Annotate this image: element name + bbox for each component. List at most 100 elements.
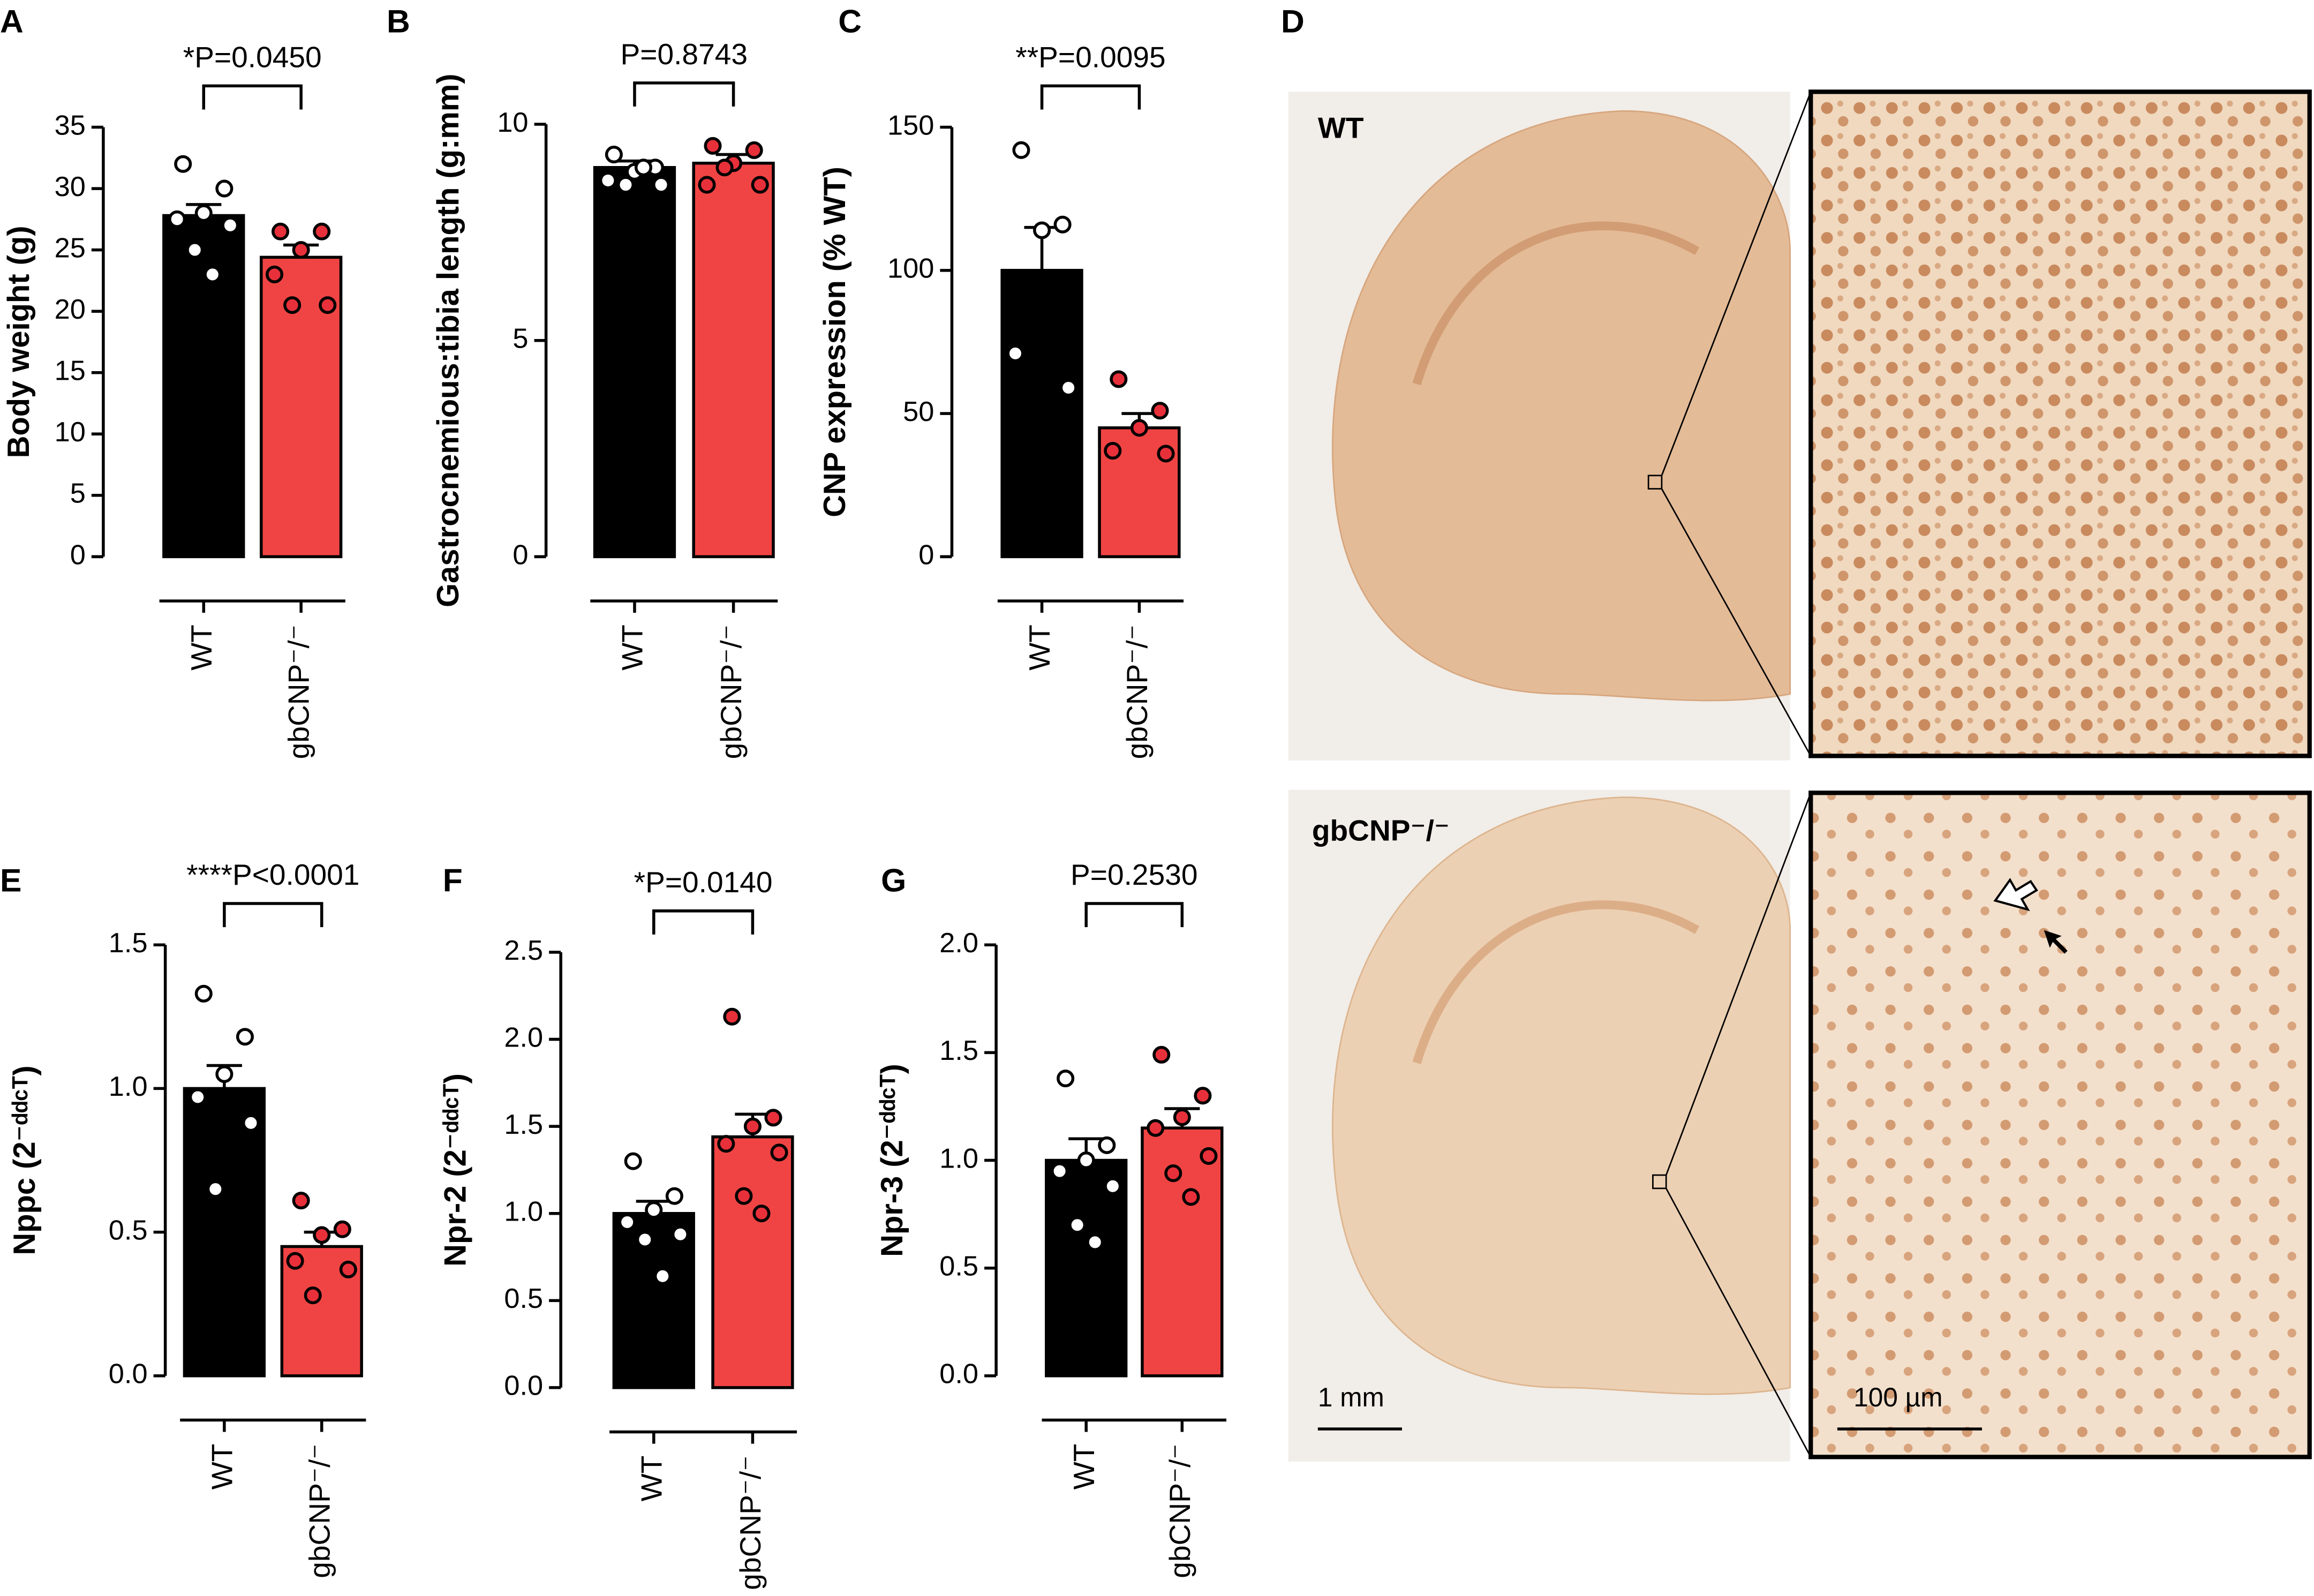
data-point (1104, 1177, 1122, 1195)
data-point (313, 222, 331, 240)
data-point (313, 1226, 331, 1244)
data-point (1200, 1147, 1218, 1165)
y-tick-label: 25 (55, 232, 86, 264)
data-point (723, 1007, 741, 1026)
bar (162, 214, 245, 559)
zoom-line (1661, 91, 1812, 476)
data-point (242, 1114, 260, 1132)
panel-letter: B (387, 3, 410, 40)
y-axis-label: Body weight (g) (2, 226, 36, 458)
data-point (1104, 442, 1122, 460)
zoom-line (1665, 792, 1812, 1176)
data-point (735, 1187, 753, 1205)
zoom-image (1808, 89, 2312, 758)
data-point (266, 265, 284, 283)
x-tick-label: WT (1023, 624, 1056, 671)
y-axis-label: Npr-2 (2⁻ᵈᵈᶜᵀ) (439, 1073, 473, 1267)
data-point (1057, 1070, 1075, 1088)
y-tick-label: 0.5 (939, 1251, 978, 1282)
significance-bracket (202, 84, 303, 110)
significance-bracket (223, 902, 323, 928)
scale-label: 1 mm (1318, 1382, 1384, 1412)
data-point (174, 155, 192, 173)
significance-bracket (633, 81, 735, 107)
y-tick-label: 1.5 (504, 1109, 543, 1140)
brain-section (1332, 110, 1791, 702)
y-axis-label: Gastrocnemious:tibia length (g:mm) (431, 73, 465, 607)
y-tick-label: 10 (497, 107, 528, 138)
data-point (652, 176, 670, 194)
y-tick-label: 0.5 (504, 1283, 543, 1314)
y-tick-label: 1.0 (504, 1196, 543, 1228)
bar (1045, 1158, 1128, 1377)
data-point (599, 171, 617, 190)
data-point (764, 1109, 782, 1127)
data-point (206, 1180, 224, 1198)
data-point (1033, 221, 1051, 239)
x-tick-label: gbCNP⁻/⁻ (282, 624, 315, 759)
data-point (186, 241, 204, 259)
brain-structure (1412, 900, 1700, 1065)
data-point (236, 1028, 254, 1046)
brain-structure (1412, 221, 1700, 386)
y-tick-label: 10 (55, 417, 86, 448)
data-point (671, 1225, 689, 1244)
y-tick-label: 1.0 (109, 1071, 148, 1102)
data-point (339, 1260, 357, 1278)
y-tick-label: 0.0 (939, 1359, 978, 1390)
data-point (292, 1192, 310, 1210)
y-tick-label: 0.0 (504, 1371, 543, 1402)
y-tick-label: 0 (918, 539, 934, 570)
x-tick-label: WT (1067, 1444, 1101, 1490)
panel-letter: E (0, 862, 21, 898)
image-label: WT (1318, 111, 1364, 145)
bar (593, 165, 676, 559)
data-point (1006, 344, 1024, 363)
data-point (1130, 419, 1148, 437)
y-axis-label: Nppc (2⁻ᵈᵈᶜᵀ) (7, 1065, 42, 1255)
data-point (624, 1152, 642, 1170)
x-tick-label: gbCNP⁻/⁻ (714, 624, 748, 759)
data-point (283, 296, 302, 314)
p-value: P=0.2530 (1071, 858, 1198, 891)
y-tick-label: 0.0 (109, 1359, 148, 1390)
data-point (770, 1143, 788, 1162)
data-point (1012, 141, 1030, 159)
y-tick-label: 5 (70, 478, 86, 509)
x-tick-label: gbCNP⁻/⁻ (734, 1456, 767, 1590)
significance-bracket (1040, 84, 1141, 110)
data-point (618, 1213, 636, 1231)
data-point (616, 176, 635, 194)
data-point (715, 159, 734, 177)
bar (711, 1135, 794, 1389)
zoom-line (1661, 488, 1812, 757)
panel-letter: G (881, 862, 906, 898)
panel-letter: A (0, 3, 24, 40)
y-tick-label: 1.5 (939, 1035, 978, 1066)
data-point (1098, 1136, 1116, 1154)
zoom-box (1647, 475, 1663, 490)
y-tick-label: 0 (512, 539, 528, 570)
y-tick-label: 2.0 (504, 1022, 543, 1053)
p-value: P=0.8743 (621, 37, 748, 71)
data-point (333, 1220, 351, 1238)
data-point (1173, 1108, 1191, 1126)
data-point (203, 265, 222, 283)
x-tick-label: gbCNP⁻/⁻ (303, 1444, 336, 1578)
significance-bracket (652, 909, 755, 935)
data-point (1059, 379, 1077, 397)
data-point (1157, 445, 1175, 463)
p-value: **P=0.0095 (1015, 40, 1165, 73)
data-point (292, 241, 310, 259)
data-point (1053, 215, 1072, 234)
x-tick-label: gbCNP⁻/⁻ (1163, 1444, 1196, 1578)
data-point (636, 1230, 654, 1249)
panel-letter: C (838, 3, 862, 40)
y-tick-label: 35 (55, 110, 86, 141)
data-point (717, 1135, 735, 1153)
panel-letter: F (443, 862, 463, 898)
y-axis-label: Npr-3 (2⁻ᵈᵈᶜᵀ) (875, 1064, 909, 1257)
data-point (751, 176, 769, 194)
